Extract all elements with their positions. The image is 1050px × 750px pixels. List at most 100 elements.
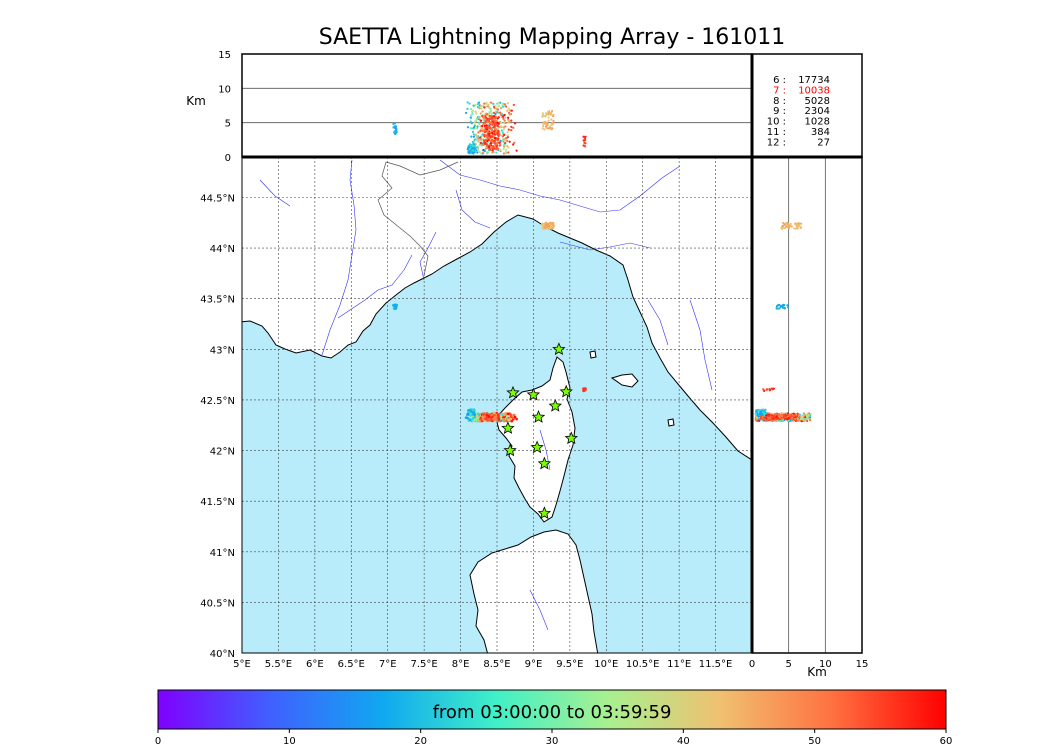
- colorbar-tick-label: 60: [940, 736, 953, 747]
- count-row-label: 12 :: [767, 137, 786, 148]
- altitude-source: [495, 115, 498, 118]
- altitude-source: [473, 121, 476, 124]
- side-source: [781, 417, 784, 421]
- altitude-source: [471, 109, 475, 113]
- altitude-source: [491, 147, 494, 150]
- side-source: [779, 419, 783, 422]
- side-source: [761, 415, 764, 418]
- altitude-source: [488, 124, 491, 128]
- altitude-source: [496, 147, 500, 150]
- map-source: [487, 415, 491, 418]
- map-source: [544, 221, 548, 225]
- lon-tick-label: 9°E: [525, 659, 543, 670]
- altitude-source: [492, 126, 495, 129]
- map-source: [470, 415, 474, 418]
- lon-tick-label: 5.5°E: [265, 659, 292, 670]
- side-source: [778, 414, 781, 417]
- side-source: [790, 417, 793, 420]
- river-tanaro: [455, 189, 491, 229]
- side-source: [772, 387, 775, 390]
- side-source: [799, 225, 802, 228]
- altitude-source: [477, 131, 480, 134]
- side-source: [780, 412, 783, 415]
- altitude-source: [482, 151, 485, 154]
- altitude-source: [496, 107, 499, 110]
- altitude-source: [484, 142, 487, 145]
- side-source: [770, 414, 773, 417]
- lon-tick-label: 6°E: [306, 659, 324, 670]
- side-source: [775, 305, 779, 308]
- altitude-source: [499, 139, 502, 142]
- count-row-value: 2304: [805, 106, 830, 117]
- count-row-label: 11 :: [767, 127, 786, 138]
- side-panel-background: [752, 157, 862, 653]
- lon-tick-label: 7.5°E: [411, 659, 438, 670]
- map-source: [471, 417, 475, 420]
- side-source: [787, 417, 790, 420]
- side-source: [800, 222, 803, 225]
- altitude-source: [485, 102, 488, 105]
- side-source: [754, 412, 758, 416]
- page-title: SAETTA Lightning Mapping Array - 161011: [318, 25, 786, 50]
- colorbar-tick-label: 0: [155, 736, 161, 747]
- altitude-source: [488, 110, 491, 114]
- side-source: [787, 306, 790, 309]
- side-axis-label: Km: [807, 665, 827, 679]
- altitude-source: [486, 144, 489, 147]
- altitude-source: [550, 122, 554, 125]
- altitude-source: [470, 135, 473, 138]
- lon-tick-label: 11.5°E: [699, 659, 733, 670]
- map-source: [512, 413, 516, 417]
- side-source: [767, 414, 771, 418]
- altitude-source: [479, 112, 482, 115]
- altitude-source: [498, 144, 501, 147]
- altitude-source: [504, 105, 508, 108]
- altitude-source: [549, 126, 552, 129]
- altitude-source: [515, 149, 518, 152]
- altitude-source: [501, 112, 504, 116]
- side-source: [777, 303, 780, 307]
- lon-tick-label: 10.5°E: [626, 659, 660, 670]
- altitude-source: [510, 109, 513, 112]
- capraia-island: [589, 350, 597, 359]
- altitude-source: [497, 105, 500, 108]
- side-source: [782, 221, 785, 225]
- corsica-island: [495, 356, 576, 523]
- count-row-label: 7 :: [773, 85, 786, 96]
- river-arno: [559, 241, 651, 251]
- altitude-source: [507, 116, 510, 119]
- altitude-source: [507, 146, 510, 149]
- altitude-source: [477, 139, 481, 142]
- altitude-source: [475, 134, 479, 138]
- side-source: [808, 414, 811, 417]
- altitude-source: [541, 127, 544, 130]
- side-source: [757, 413, 760, 416]
- altitude-source: [584, 145, 587, 148]
- altitude-source: [502, 102, 505, 105]
- altitude-source: [512, 126, 515, 129]
- counts-panel: 6 : 17734 7 : 10038 8 : 5028 9 : 2304 10 : 1028 11…: [752, 54, 862, 157]
- side-tick-labels: 0 5 10 15: [749, 659, 869, 670]
- altitude-source: [494, 143, 498, 146]
- side-source: [783, 223, 786, 226]
- map-panel: 5°E 5.5°E 6°E 6.5°E 7°E 7.5°E 8°E 8.5°E 9°E 9.5°E…: [200, 157, 752, 670]
- side-source: [763, 412, 766, 415]
- side-source: [778, 415, 782, 419]
- lon-tick-label: 7°E: [379, 659, 397, 670]
- side-source: [760, 408, 763, 411]
- altitude-source: [480, 107, 483, 110]
- altitude-source: [476, 127, 479, 130]
- side-source: [765, 412, 768, 415]
- map-source: [541, 226, 545, 230]
- altitude-source: [502, 115, 505, 118]
- altitude-source: [489, 148, 492, 151]
- altitude-source: [485, 152, 489, 155]
- altitude-source: [489, 135, 492, 138]
- side-source: [781, 224, 784, 228]
- altitude-source: [496, 121, 499, 124]
- altitude-source: [503, 121, 506, 125]
- altitude-source: [552, 113, 555, 117]
- map-source: [485, 418, 489, 421]
- altitude-source: [393, 131, 396, 134]
- station-star-icon: [503, 443, 517, 457]
